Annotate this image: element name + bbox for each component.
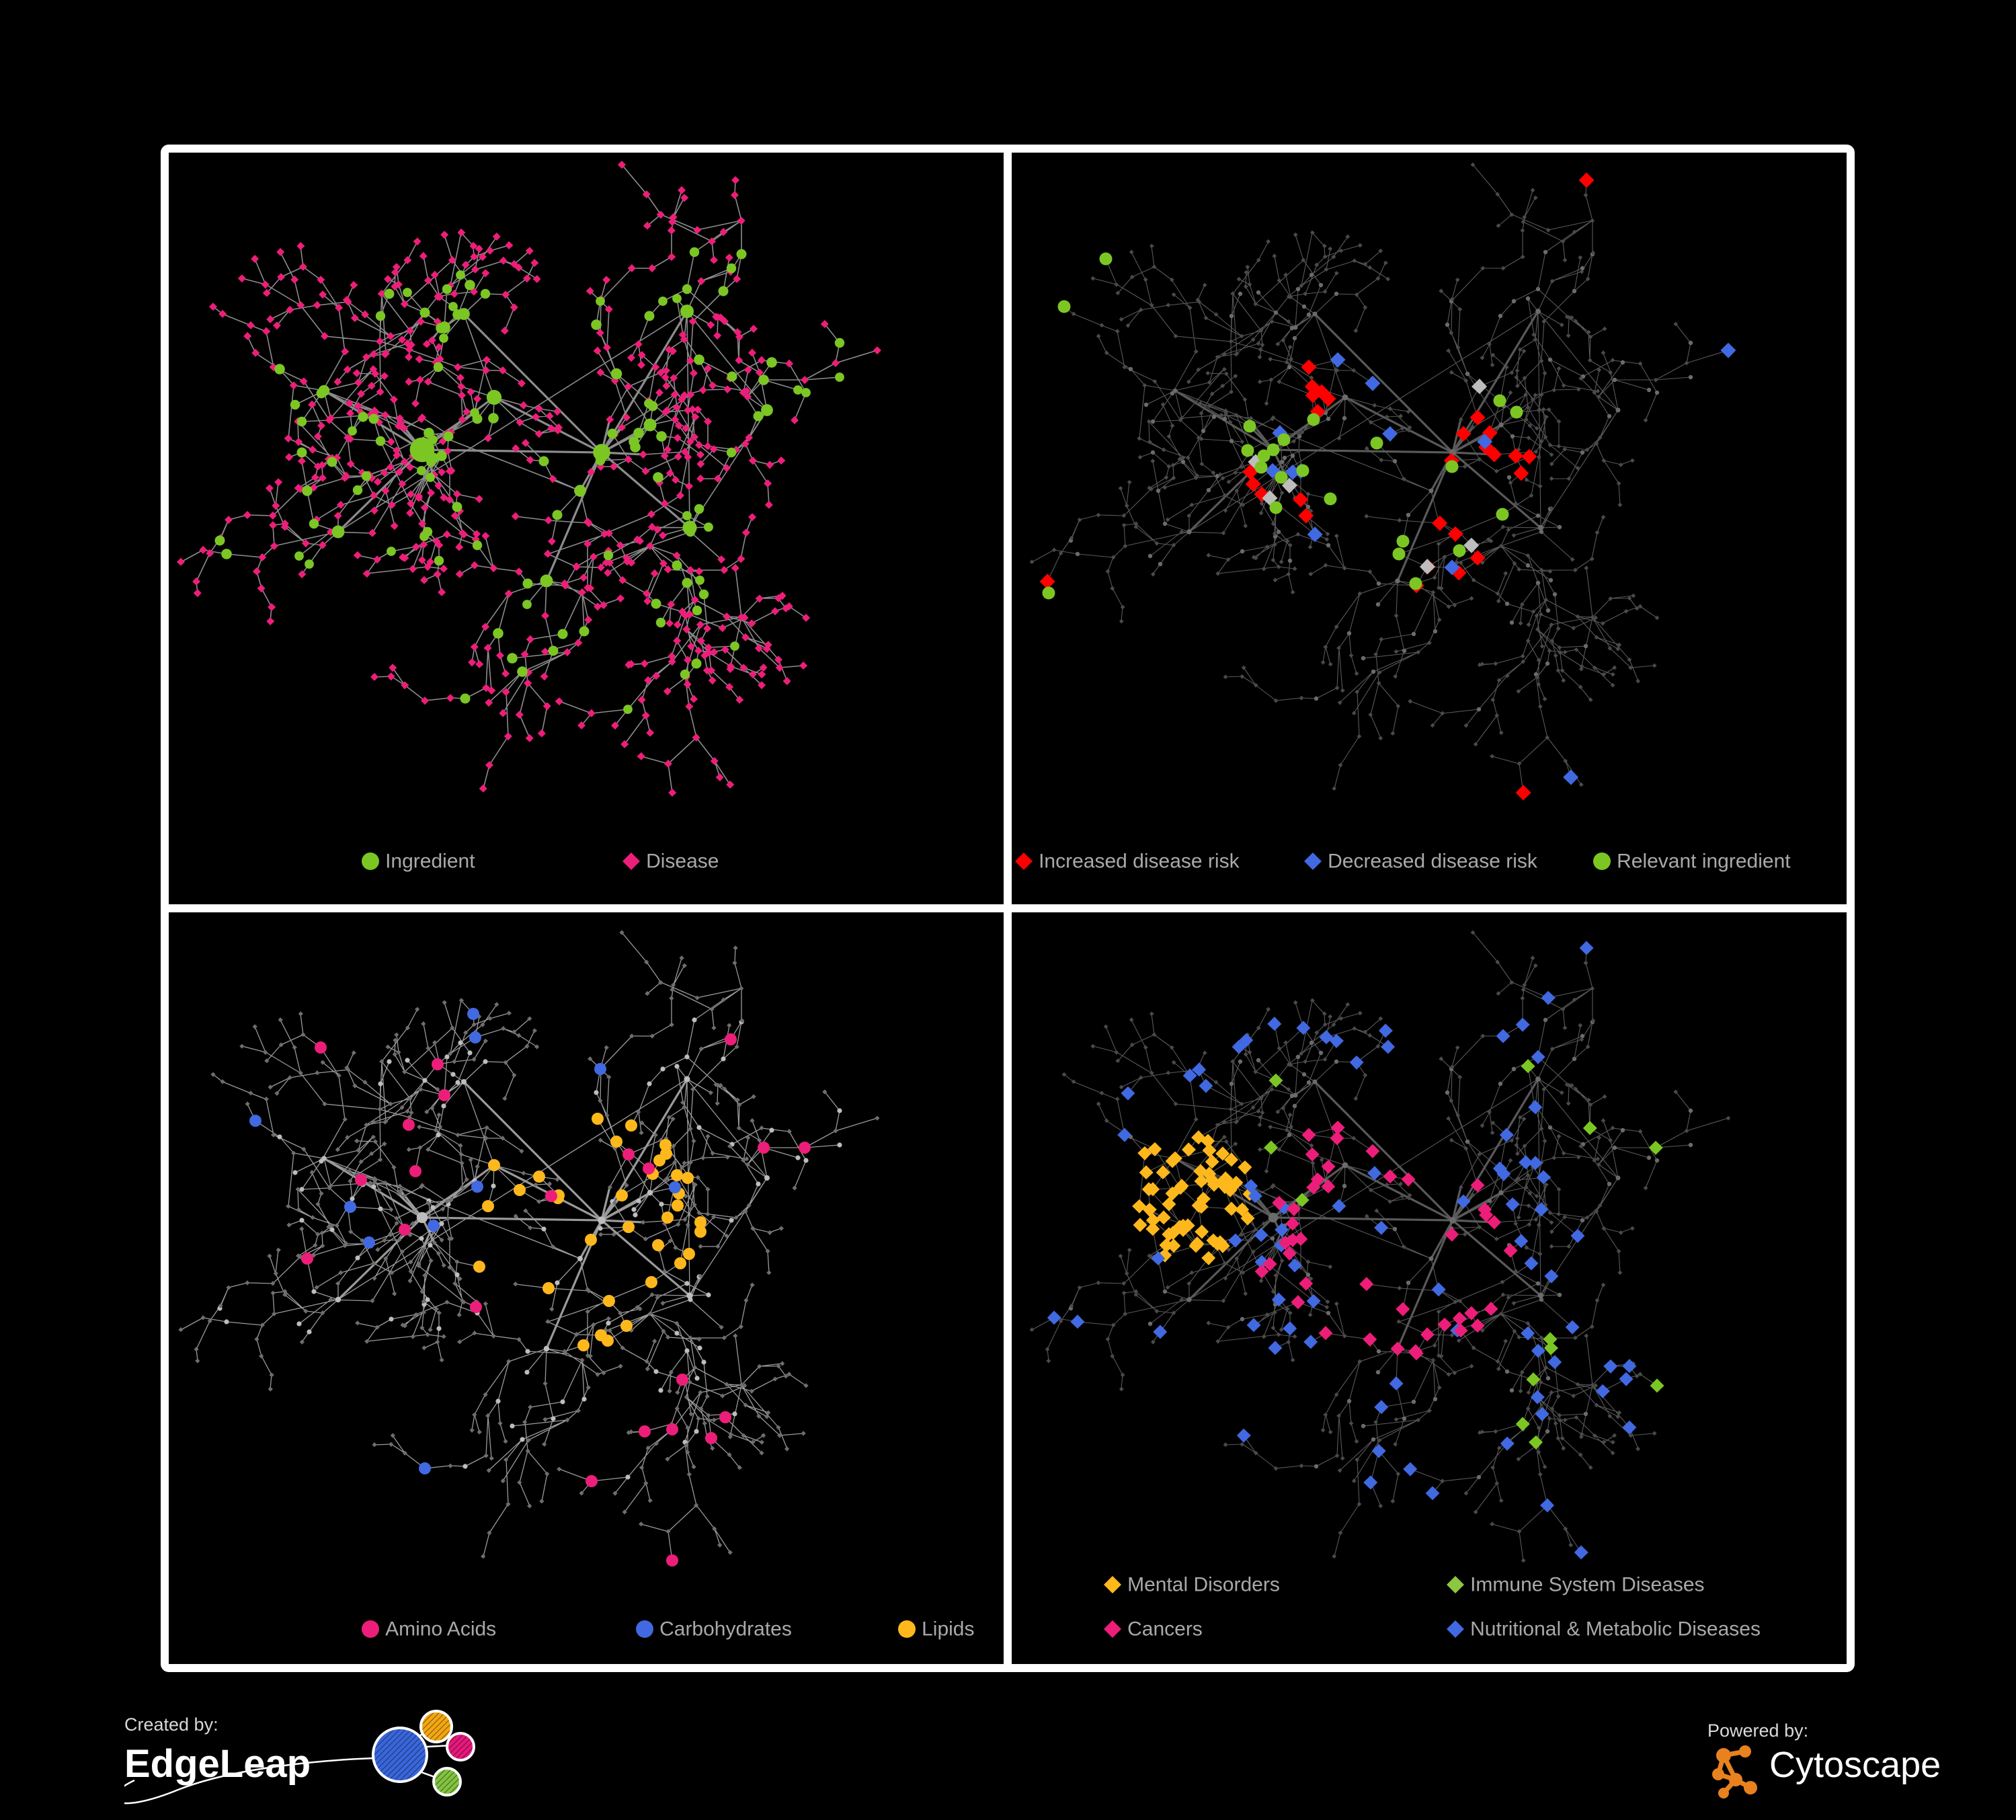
svg-text:Cancers: Cancers [1127, 1618, 1203, 1640]
svg-text:Carbohydrates: Carbohydrates [659, 1618, 792, 1640]
svg-text:Relevant ingredient: Relevant ingredient [1617, 850, 1791, 873]
svg-text:Lipids: Lipids [922, 1618, 974, 1640]
svg-text:Ingredient: Ingredient [385, 850, 475, 873]
svg-text:Powered by:: Powered by: [1707, 1720, 1808, 1741]
svg-text:Increased disease risk: Increased disease risk [1039, 850, 1240, 873]
svg-text:Disease: Disease [646, 850, 719, 873]
svg-text:Mental Disorders: Mental Disorders [1127, 1574, 1280, 1596]
svg-text:Nutritional & Metabolic Diseas: Nutritional & Metabolic Diseases [1470, 1618, 1761, 1640]
svg-text:Amino Acids: Amino Acids [385, 1618, 496, 1640]
svg-text:Decreased disease risk: Decreased disease risk [1328, 850, 1538, 873]
svg-text:Created by:: Created by: [124, 1714, 218, 1735]
svg-text:Immune System Diseases: Immune System Diseases [1470, 1574, 1704, 1596]
svg-text:EdgeLeap: EdgeLeap [124, 1742, 311, 1786]
svg-text:Cytoscape: Cytoscape [1769, 1745, 1941, 1785]
